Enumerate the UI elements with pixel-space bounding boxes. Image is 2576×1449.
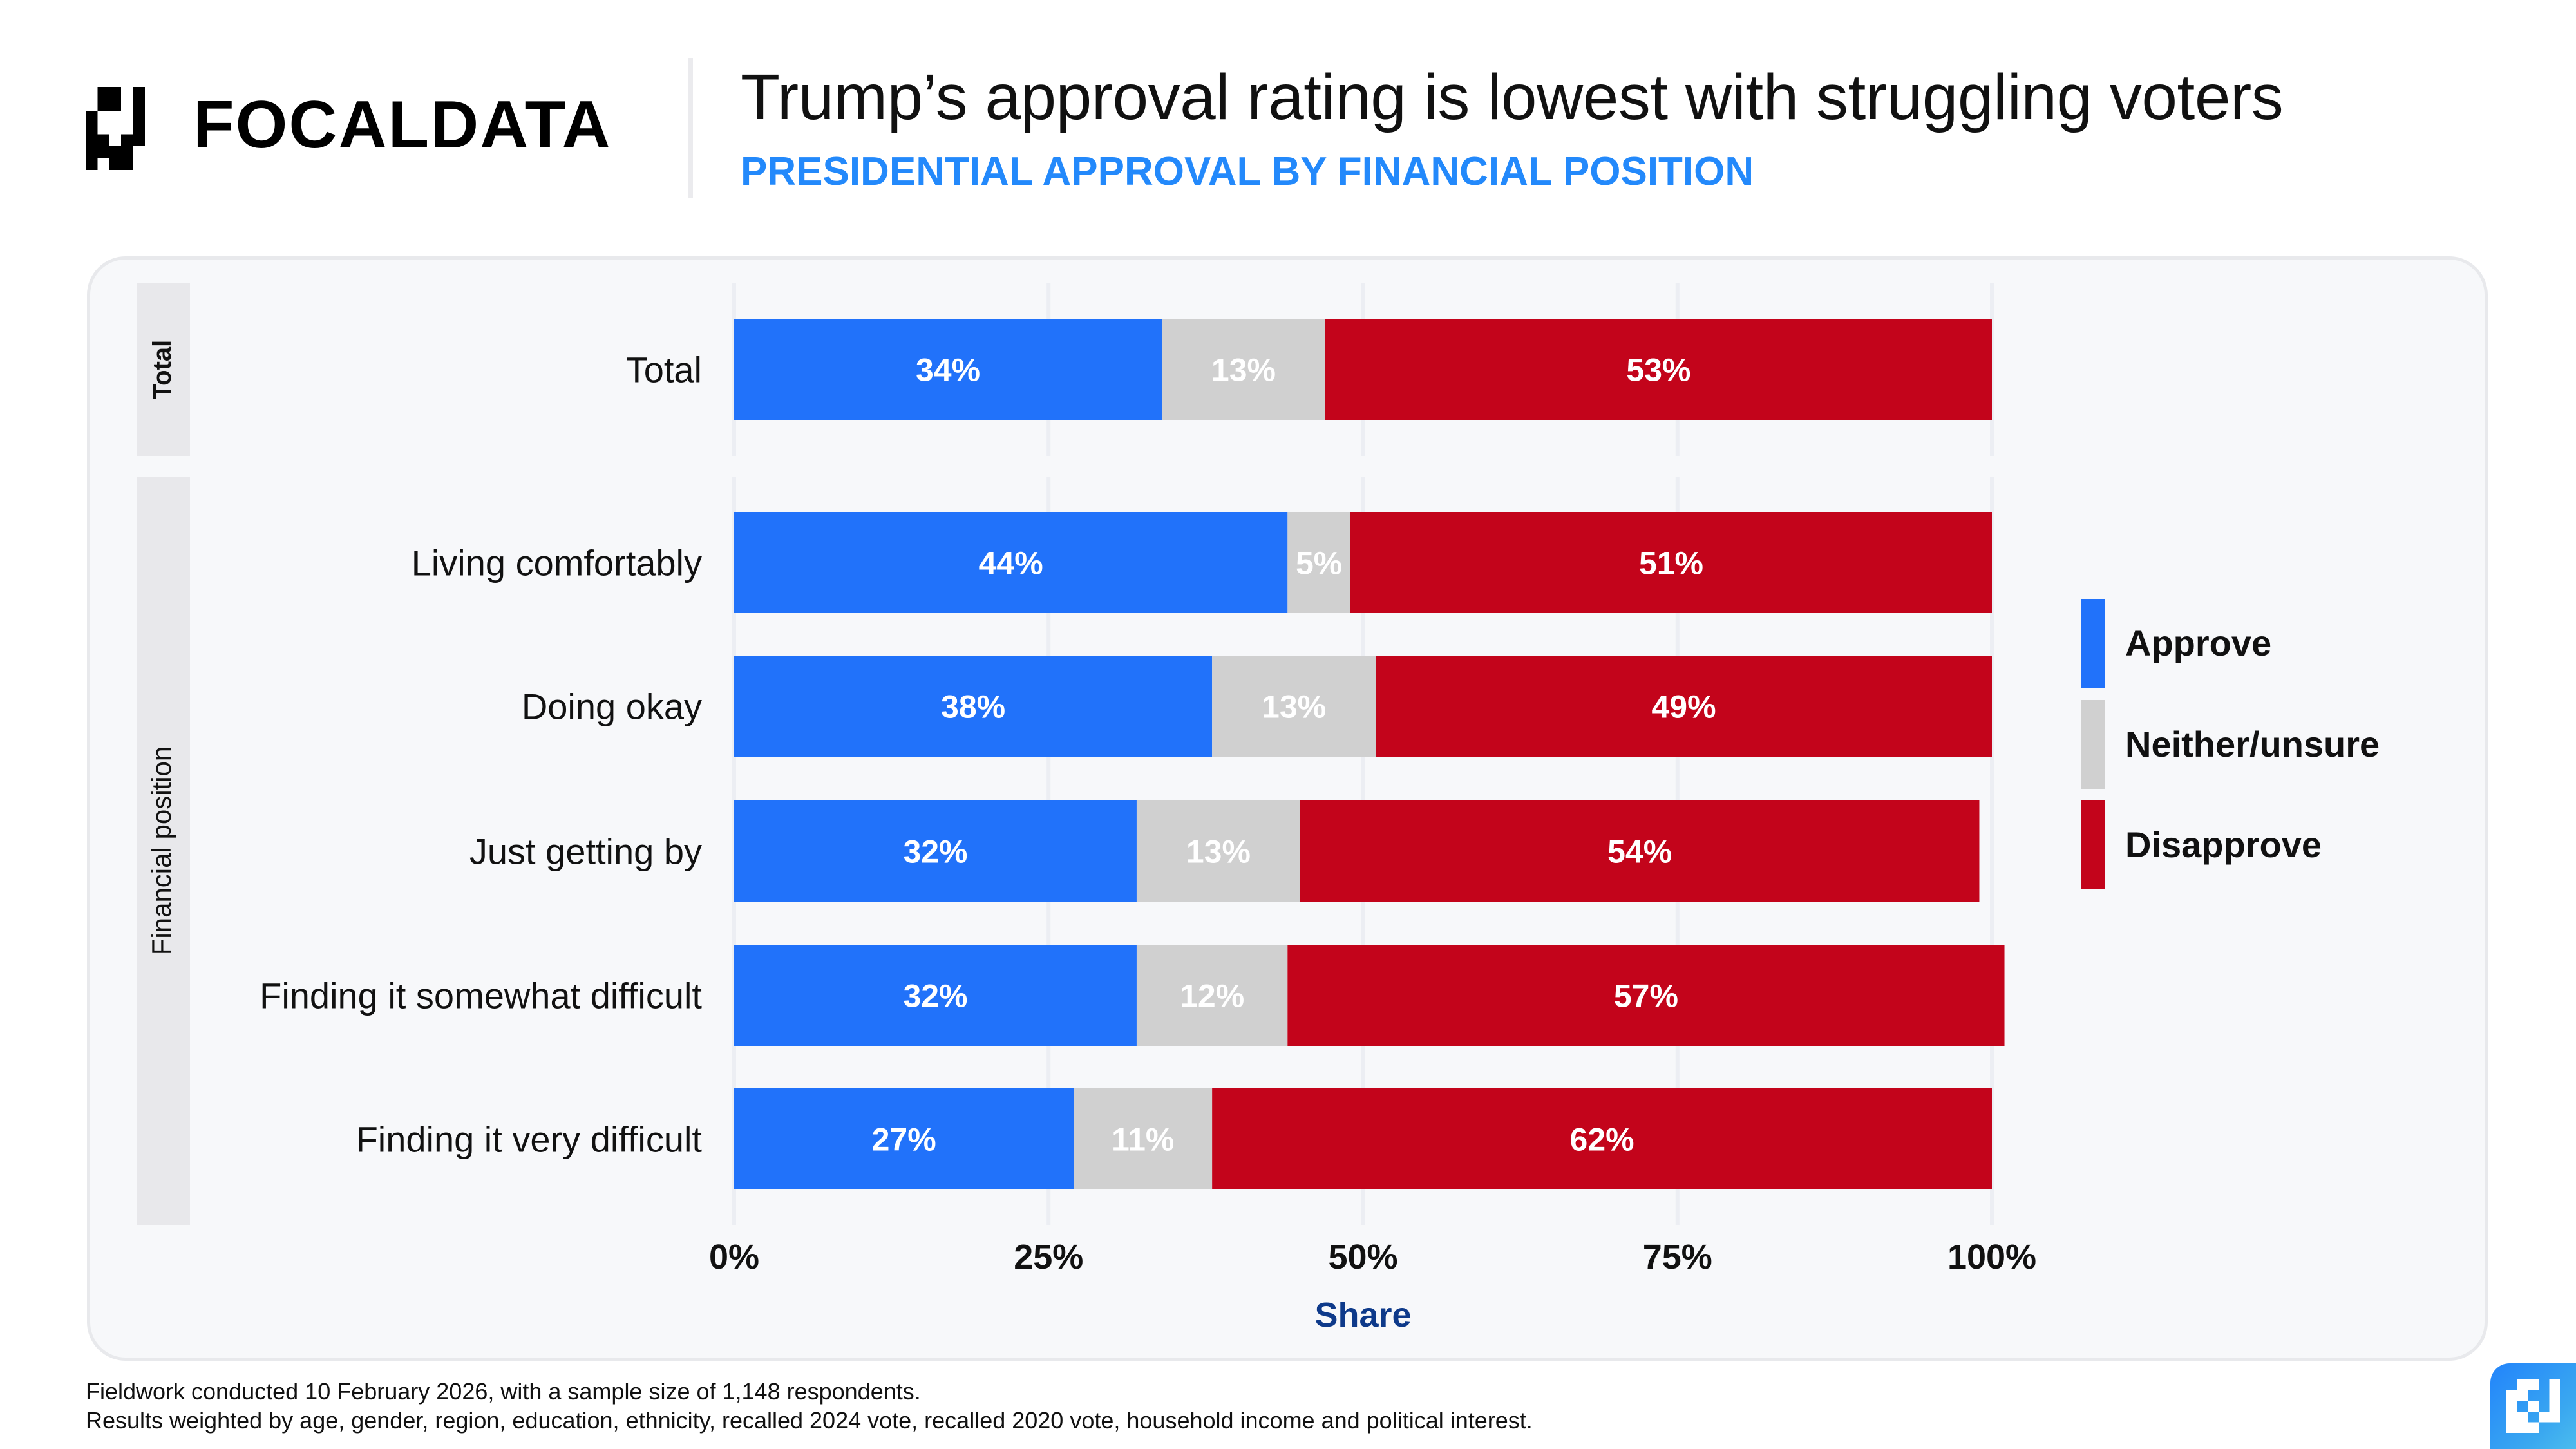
legend-item: Disapprove <box>2081 800 2322 889</box>
facet-strip <box>137 477 190 1225</box>
data-label: 5% <box>1296 545 1342 582</box>
category-labels: Total Living comfortably Doing okay Just ge… <box>260 350 702 1160</box>
bar-segment-approve <box>734 319 1162 420</box>
focaldata-badge-icon <box>2506 1379 2560 1433</box>
category-label: Just getting by <box>469 831 702 872</box>
chart-subtitle: PRESIDENTIAL APPROVAL BY FINANCIAL POSIT… <box>741 149 1754 194</box>
data-label: 34% <box>916 352 980 388</box>
bar-segment-disapprove <box>1325 319 1992 420</box>
category-label: Finding it very difficult <box>356 1119 703 1160</box>
facet-label: Total <box>148 340 176 400</box>
facet-strips: Total Financial position <box>137 283 190 1225</box>
chart-title: Trump’s approval rating is lowest with s… <box>741 61 2284 133</box>
legend-swatch <box>2081 800 2105 889</box>
bar-segment-disapprove <box>1376 656 1992 757</box>
data-label: 32% <box>903 978 967 1014</box>
bar-segment-neither-unsure <box>1074 1088 1213 1189</box>
facet-strip <box>137 283 190 456</box>
legend-swatch <box>2081 599 2105 688</box>
bar-segment-neither-unsure <box>1287 512 1350 613</box>
data-label: 13% <box>1211 352 1276 388</box>
legend-item: Neither/unsure <box>2081 700 2380 789</box>
data-label: 32% <box>903 834 967 870</box>
bar-segment-disapprove <box>1212 1088 1992 1189</box>
data-label: 13% <box>1186 834 1251 870</box>
bar-row: 32% 12% 57% <box>734 945 2005 1046</box>
category-label: Living comfortably <box>412 543 702 583</box>
legend: Approve Neither/unsure Disapprove <box>2081 599 2380 889</box>
bar-segment-approve <box>734 800 1137 902</box>
data-label: 57% <box>1614 978 1678 1014</box>
category-label: Total <box>626 350 702 390</box>
data-label: 44% <box>979 545 1043 582</box>
data-label: 53% <box>1626 352 1690 388</box>
data-label: 62% <box>1570 1122 1634 1158</box>
data-label: 49% <box>1651 689 1716 725</box>
facet-label: Financial position <box>146 746 176 956</box>
x-axis-title: Share <box>1314 1296 1411 1334</box>
legend-item: Approve <box>2081 599 2271 688</box>
bar-row: 38% 13% 49% <box>734 656 1992 757</box>
data-label: 54% <box>1607 834 1672 870</box>
header-divider <box>688 58 693 198</box>
data-label: 38% <box>941 689 1005 725</box>
data-label: 27% <box>872 1122 936 1158</box>
footnote-weighting: Results weighted by age, gender, region,… <box>86 1407 1533 1434</box>
data-label: 12% <box>1180 978 1244 1014</box>
bar-row: 27% 11% 62% <box>734 1088 1992 1189</box>
legend-label: Disapprove <box>2125 824 2322 865</box>
bar-segment-neither-unsure <box>1136 800 1300 902</box>
x-axis-ticks: 0% 25% 50% 75% 100% Share <box>709 1238 2036 1334</box>
x-tick-label: 0% <box>709 1238 759 1276</box>
bar-segment-approve <box>734 656 1213 757</box>
bar-row: 34% 13% 53% <box>734 319 1992 420</box>
brand-name: FOCALDATA <box>193 88 612 162</box>
focaldata-logo-icon <box>86 87 145 170</box>
x-tick-label: 75% <box>1643 1238 1712 1276</box>
legend-label: Neither/unsure <box>2125 724 2380 764</box>
bar-segment-approve <box>734 1088 1074 1189</box>
x-tick-label: 50% <box>1328 1238 1397 1276</box>
x-tick-label: 100% <box>1947 1238 2036 1276</box>
legend-label: Approve <box>2125 623 2271 663</box>
bar-segment-approve <box>734 945 1137 1046</box>
bar-row: 32% 13% 54% <box>734 800 1980 902</box>
bar-segment-approve <box>734 512 1288 613</box>
bar-segment-disapprove <box>1350 512 1992 613</box>
bar-segment-neither-unsure <box>1136 945 1288 1046</box>
category-label: Finding it somewhat difficult <box>260 976 702 1016</box>
bar-row: 44% 5% 51% <box>734 512 1992 613</box>
bar-segment-neither-unsure <box>1162 319 1325 420</box>
category-label: Doing okay <box>522 687 702 727</box>
bars: 34% 13% 53% 44% 5% 51% 38% 13% 49% 32% 13% 54% 32% 12… <box>734 319 2005 1189</box>
legend-swatch <box>2081 700 2105 789</box>
data-label: 13% <box>1262 689 1326 725</box>
bar-segment-neither-unsure <box>1212 656 1376 757</box>
x-tick-label: 25% <box>1014 1238 1083 1276</box>
bar-segment-disapprove <box>1300 800 1980 902</box>
focaldata-badge <box>2490 1363 2576 1449</box>
bar-segment-disapprove <box>1287 945 2005 1046</box>
data-label: 11% <box>1112 1122 1174 1158</box>
data-label: 51% <box>1639 545 1703 582</box>
footnote-fieldwork: Fieldwork conducted 10 February 2026, wi… <box>86 1378 921 1405</box>
